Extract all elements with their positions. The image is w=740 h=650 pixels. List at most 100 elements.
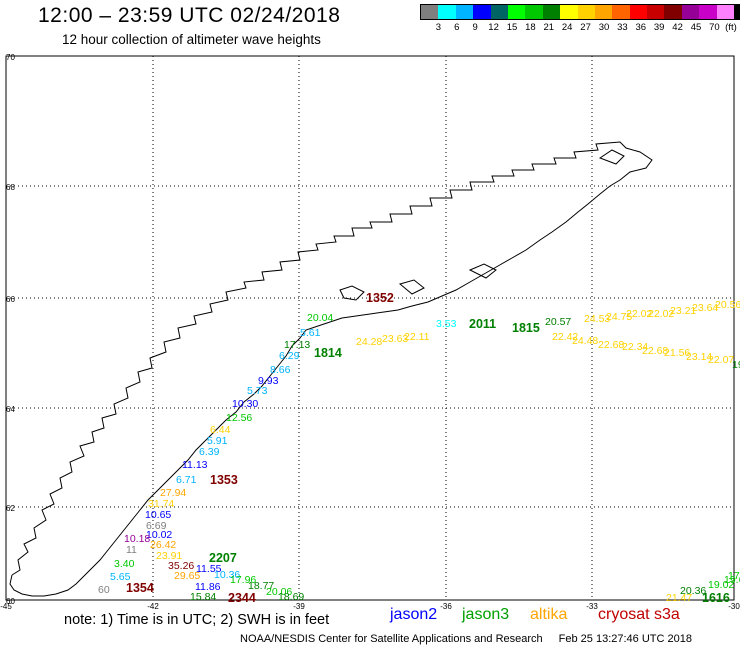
wave-height-label: 15.84 bbox=[190, 591, 216, 603]
scale-swatch bbox=[473, 5, 491, 19]
wave-height-label: 3.53 bbox=[436, 318, 457, 330]
wave-height-label: 18.77 bbox=[248, 580, 274, 592]
scale-label: 45 bbox=[690, 22, 702, 33]
wave-height-label: 6.71 bbox=[176, 474, 197, 486]
color-scale-swatches bbox=[420, 4, 740, 20]
map-subtitle: 12 hour collection of altimeter wave hei… bbox=[62, 32, 321, 47]
scale-unit: (ft) bbox=[725, 22, 737, 33]
scale-label: 18 bbox=[525, 22, 536, 33]
wave-height-label: 11.86 bbox=[195, 581, 221, 593]
scale-label: 42 bbox=[672, 22, 683, 33]
scale-swatch bbox=[421, 5, 439, 19]
wave-height-label: 19 bbox=[732, 359, 740, 371]
scale-label: 36 bbox=[635, 22, 647, 33]
wave-height-label: 18.69 bbox=[278, 591, 304, 603]
wave-height-label: 31.74 bbox=[148, 498, 174, 510]
lon-tick-label: -45 bbox=[0, 602, 12, 611]
wave-height-label: 24.28 bbox=[356, 336, 382, 348]
wave-height-label: 22.02 bbox=[648, 308, 674, 320]
legend-note: note: 1) Time is in UTC; 2) SWH is in fe… bbox=[64, 612, 330, 628]
wave-height-label: 26.42 bbox=[150, 539, 176, 551]
pass-time-marker: 1354 bbox=[126, 581, 154, 595]
wave-height-label: 12.56 bbox=[226, 412, 252, 424]
lat-tick-label: 66 bbox=[6, 295, 15, 304]
wave-height-label: 22.68 bbox=[642, 345, 668, 357]
scale-swatch bbox=[525, 5, 543, 19]
wave-height-label: 20.56 bbox=[715, 299, 740, 311]
lon-tick-label: -36 bbox=[440, 602, 452, 611]
footer-credit: NOAA/NESDIS Center for Satellite Applica… bbox=[240, 633, 692, 645]
scale-label: 24 bbox=[561, 22, 573, 33]
lon-tick-label: -42 bbox=[147, 602, 159, 611]
scale-label: 70 bbox=[709, 22, 720, 33]
wave-height-label: 10.36 bbox=[214, 569, 240, 581]
wave-height-label: 29.65 bbox=[174, 570, 200, 582]
wave-height-label: 5.65 bbox=[110, 571, 131, 583]
credit-text: NOAA/NESDIS Center for Satellite Applica… bbox=[240, 633, 543, 645]
satellite-legend-jason2: jason2 bbox=[390, 606, 438, 623]
satellite-legend-cryosat-s3a: cryosat s3a bbox=[598, 606, 680, 623]
wave-height-values: 20.57 24.5324.7522.0222.0223.2123.6420.56… bbox=[98, 299, 740, 604]
wave-height-label: 24.75 bbox=[606, 311, 632, 323]
lon-tick-label: -30 bbox=[728, 602, 740, 611]
wave-height-label: 6.69 bbox=[146, 520, 167, 532]
wave-height-label: 6.44 bbox=[210, 424, 231, 436]
pass-time-marker: 1815 bbox=[512, 321, 540, 335]
scale-swatch bbox=[507, 5, 526, 19]
scale-swatch bbox=[734, 5, 740, 19]
color-scale-labels: 3 6 9 12 15 18 21 24 27 30 33 36 39 42 45 70 (ft) bbox=[420, 20, 740, 34]
wave-height-label: 5.61 bbox=[300, 327, 321, 339]
wave-height-label: 21.47 bbox=[666, 592, 692, 604]
coastline-southeast bbox=[11, 141, 653, 576]
lon-tick-label: -39 bbox=[293, 602, 305, 611]
lat-tick-label: 64 bbox=[6, 405, 15, 414]
pass-time-marker: 2011 bbox=[469, 317, 496, 331]
lat-tick-label: 68 bbox=[6, 183, 15, 192]
wave-height-label: 10.65 bbox=[145, 509, 171, 521]
pass-time-marker: 1352 bbox=[366, 291, 394, 305]
wave-height-label: 22.11 bbox=[404, 331, 430, 343]
lat-tick-label: 60 bbox=[6, 597, 15, 606]
wave-height-label: 10.18 bbox=[124, 533, 150, 545]
scale-label: 3 bbox=[435, 22, 442, 33]
scale-swatch bbox=[716, 5, 735, 19]
scale-label: 30 bbox=[598, 22, 610, 33]
scale-swatch bbox=[664, 5, 682, 19]
wave-height-label: 6.39 bbox=[199, 446, 220, 458]
pass-time-marker: 2344 bbox=[228, 591, 256, 605]
lat-tick-label: 62 bbox=[6, 504, 15, 513]
wave-height-label: 20.57 bbox=[545, 316, 571, 328]
lat-tick-label: 70 bbox=[6, 53, 15, 62]
wave-height-label: 11.13 bbox=[182, 459, 208, 471]
scale-swatch bbox=[490, 5, 508, 19]
wave-height-label: 23.14 bbox=[686, 351, 712, 363]
wave-height-label: 10.30 bbox=[232, 398, 258, 410]
map-title: 12:00 – 23:59 UTC 02/24/2018 bbox=[38, 4, 341, 27]
coastline-islands bbox=[339, 149, 625, 301]
wave-height-label: 24.48 bbox=[572, 335, 598, 347]
coastline-fjords-east bbox=[9, 321, 331, 597]
scale-swatch bbox=[629, 5, 648, 19]
scale-swatch bbox=[438, 5, 456, 19]
wave-height-label: 24.53 bbox=[584, 313, 610, 325]
wave-height-label: 17 bbox=[728, 570, 740, 582]
scale-swatch bbox=[612, 5, 630, 19]
wave-height-label: 19.64 bbox=[724, 574, 740, 586]
scale-swatch bbox=[577, 5, 595, 19]
pass-time-marker: 1616 bbox=[702, 591, 730, 605]
wave-height-label: 21.56 bbox=[664, 347, 690, 359]
wave-height-label: 23.63 bbox=[382, 333, 408, 345]
scale-label: 39 bbox=[653, 22, 665, 33]
wave-height-label: 27.94 bbox=[160, 487, 186, 499]
wave-height-label: 22.34 bbox=[622, 341, 648, 353]
scale-label: 33 bbox=[617, 22, 628, 33]
wave-height-label: 9.93 bbox=[258, 375, 279, 387]
wave-height-label: 22.42 bbox=[552, 331, 578, 343]
wave-height-label: 5.73 bbox=[247, 385, 268, 397]
wave-height-label: 20.04 bbox=[307, 312, 333, 324]
scale-label: 21 bbox=[543, 22, 555, 33]
wave-height-label: 22.07 bbox=[708, 354, 734, 366]
scale-label: 6 bbox=[454, 22, 460, 33]
wave-height-label: 11.55 bbox=[196, 563, 222, 575]
